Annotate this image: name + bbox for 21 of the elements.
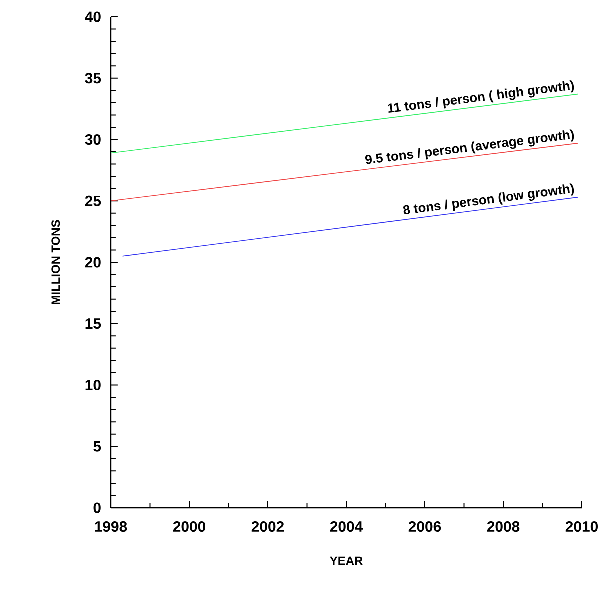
x-tick-label: 1998: [95, 521, 128, 532]
text: 11 tons / person ( high growth): [388, 80, 574, 114]
y-tick-label: 40: [85, 12, 101, 22]
y-tick-label: 30: [85, 134, 101, 146]
y-tick-label: 0: [94, 502, 101, 514]
y-tick-label: 35: [85, 73, 102, 84]
y-tick-label: 25: [85, 196, 102, 206]
y-tick-label: 10: [86, 380, 101, 391]
x-tick-label: 2008: [487, 521, 520, 532]
text: 8 tons / person (low growth): [404, 184, 574, 215]
x-tick-label: 2010: [566, 521, 598, 532]
x-tick-label: 2002: [252, 521, 284, 532]
y-tick-label: 5: [94, 441, 102, 452]
x-tick-label: 2004: [330, 521, 364, 532]
text: 9.5 tons / person (average growth): [365, 130, 574, 164]
y-tick-label: 15: [86, 318, 102, 330]
y-axis-title: MILLION TONS: [52, 220, 60, 304]
x-tick-label: 2000: [173, 521, 206, 532]
x-axis-title: YEAR: [330, 556, 363, 566]
y-tick-label: 20: [85, 257, 101, 268]
x-tick-label: 2006: [408, 521, 442, 532]
